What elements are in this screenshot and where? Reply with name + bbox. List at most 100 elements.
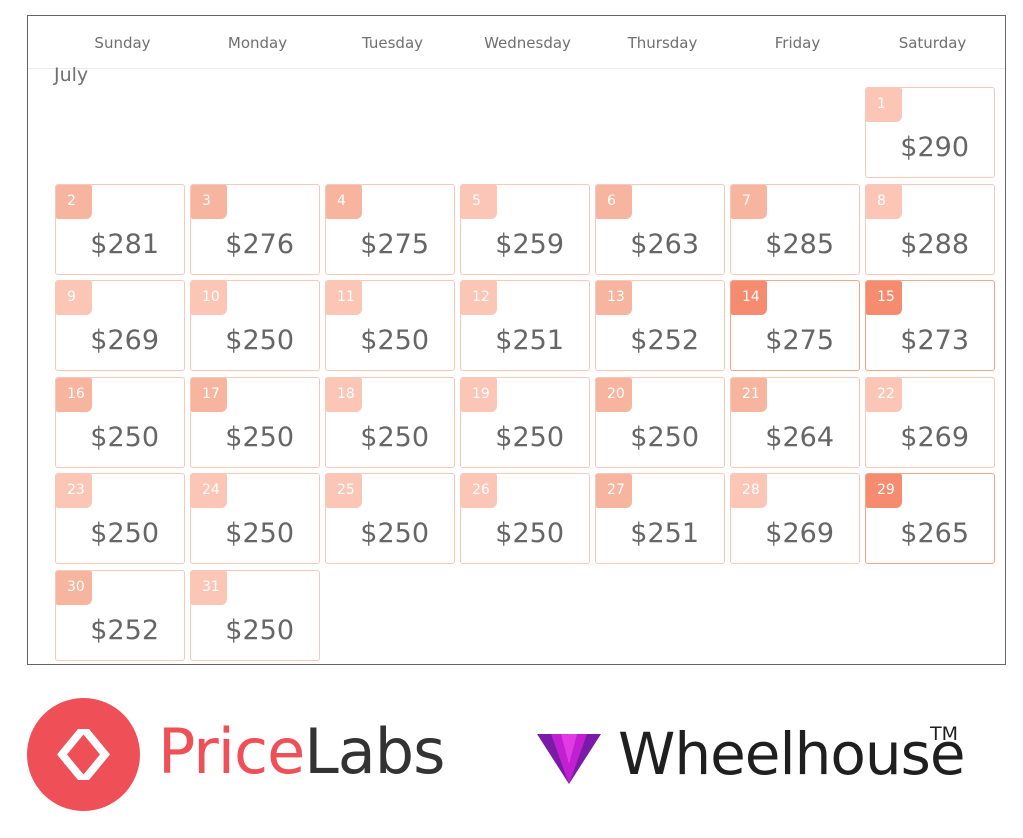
wheelhouse-logo-icon: [537, 734, 601, 784]
day-number-badge: 1: [866, 88, 902, 122]
day-number-badge: 27: [596, 474, 632, 508]
day-number-badge: 28: [731, 474, 767, 508]
day-number-badge: 20: [596, 377, 632, 412]
day-cell[interactable]: 1 $290: [865, 87, 995, 178]
weekday-tuesday: Tuesday: [361, 34, 424, 52]
day-number-badge: 18: [326, 377, 362, 412]
day-price: $281: [90, 228, 159, 260]
day-price: $250: [360, 518, 429, 549]
day-price: $275: [765, 325, 834, 356]
day-cell[interactable]: 8 $288: [865, 183, 995, 275]
day-price: $269: [90, 325, 159, 356]
day-price: $250: [360, 421, 429, 453]
day-cell[interactable]: 27 $251: [595, 473, 725, 564]
weekday-sunday: Sunday: [94, 34, 151, 52]
day-cell[interactable]: 10 $250: [190, 280, 320, 371]
weekday-thursday: Thursday: [627, 34, 698, 52]
day-cell[interactable]: 4 $275: [325, 183, 455, 275]
day-number-badge: 30: [56, 570, 92, 605]
day-number-badge: 25: [326, 474, 362, 508]
month-label: July: [54, 64, 89, 86]
day-cell[interactable]: 7 $285: [730, 183, 860, 275]
day-cell[interactable]: 21 $264: [730, 376, 860, 468]
day-price: $250: [495, 421, 564, 453]
pricelabs-logo: PriceLabs: [27, 697, 497, 812]
day-cell[interactable]: 13 $252: [595, 280, 725, 371]
day-number-badge: 29: [866, 474, 902, 508]
day-cell[interactable]: 30 $252: [55, 569, 185, 661]
day-price: $250: [225, 518, 294, 549]
day-cell[interactable]: 26 $250: [460, 473, 590, 564]
day-price: $263: [630, 228, 699, 260]
day-price: $250: [225, 421, 294, 453]
day-number-badge: 17: [191, 377, 227, 412]
day-cell[interactable]: 31 $250: [190, 569, 320, 661]
day-number-badge: 4: [326, 184, 362, 219]
day-cell[interactable]: 14 $275: [730, 280, 860, 371]
day-cell[interactable]: 12 $251: [460, 280, 590, 371]
day-price: $252: [630, 325, 699, 356]
day-number-badge: 14: [731, 281, 767, 315]
day-price: $269: [900, 421, 969, 453]
day-price: $269: [765, 518, 834, 549]
day-cell[interactable]: 25 $250: [325, 473, 455, 564]
day-cell[interactable]: 24 $250: [190, 473, 320, 564]
pricelabs-wordmark: PriceLabs: [158, 715, 445, 788]
day-number-badge: 12: [461, 281, 497, 315]
pricelabs-wordmark-price: Price: [158, 715, 305, 788]
day-price: $250: [225, 325, 294, 356]
pricelabs-logo-icon: [27, 698, 140, 811]
weekday-saturday: Saturday: [898, 34, 967, 52]
day-cell[interactable]: 22 $269: [865, 376, 995, 468]
day-cell[interactable]: 9 $269: [55, 280, 185, 371]
day-price: $273: [900, 325, 969, 356]
day-price: $276: [225, 228, 294, 260]
day-price: $264: [765, 421, 834, 453]
day-cell[interactable]: 28 $269: [730, 473, 860, 564]
day-number-badge: 15: [866, 281, 902, 315]
day-number-badge: 19: [461, 377, 497, 412]
day-number-badge: 26: [461, 474, 497, 508]
day-cell[interactable]: 6 $263: [595, 183, 725, 275]
wheelhouse-wordmark: Wheelhouse: [618, 720, 965, 788]
day-price: $290: [900, 132, 969, 163]
day-number-badge: 10: [191, 281, 227, 315]
weekday-wednesday: Wednesday: [484, 34, 571, 52]
day-price: $250: [90, 518, 159, 549]
day-cell[interactable]: 11 $250: [325, 280, 455, 371]
wheelhouse-logo: Wheelhouse TM: [537, 720, 977, 810]
day-cell[interactable]: 20 $250: [595, 376, 725, 468]
day-price: $252: [90, 614, 159, 646]
day-cell[interactable]: 16 $250: [55, 376, 185, 468]
day-number-badge: 5: [461, 184, 497, 219]
day-cell[interactable]: 19 $250: [460, 376, 590, 468]
weekday-friday: Friday: [774, 34, 821, 52]
day-cell[interactable]: 18 $250: [325, 376, 455, 468]
day-price: $251: [495, 325, 564, 356]
day-price: $259: [495, 228, 564, 260]
day-number-badge: 8: [866, 184, 902, 219]
day-number-badge: 3: [191, 184, 227, 219]
day-price: $251: [630, 518, 699, 549]
weekday-header: Sunday Monday Tuesday Wednesday Thursday…: [28, 16, 1005, 69]
day-cell[interactable]: 3 $276: [190, 183, 320, 275]
day-cell[interactable]: 5 $259: [460, 183, 590, 275]
day-cell[interactable]: 23 $250: [55, 473, 185, 564]
day-price: $250: [630, 421, 699, 453]
day-price: $285: [765, 228, 834, 260]
day-cell[interactable]: 29 $265: [865, 473, 995, 564]
pricing-calendar: Sunday Monday Tuesday Wednesday Thursday…: [27, 15, 1006, 665]
pricelabs-wordmark-labs: Labs: [304, 715, 445, 788]
trademark-symbol: TM: [930, 723, 958, 745]
day-number-badge: 24: [191, 474, 227, 508]
day-number-badge: 11: [326, 281, 362, 315]
day-price: $250: [90, 421, 159, 453]
day-price: $275: [360, 228, 429, 260]
day-price: $250: [495, 518, 564, 549]
day-cell[interactable]: 2 $281: [55, 183, 185, 275]
day-number-badge: 6: [596, 184, 632, 219]
day-cell[interactable]: 15 $273: [865, 280, 995, 371]
day-number-badge: 31: [191, 570, 227, 605]
day-number-badge: 13: [596, 281, 632, 315]
day-cell[interactable]: 17 $250: [190, 376, 320, 468]
